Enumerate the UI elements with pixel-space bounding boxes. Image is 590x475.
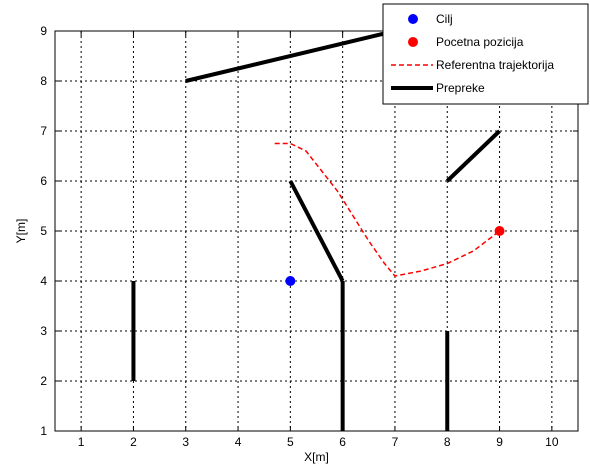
legend-marker-pocetna-pozicija bbox=[408, 37, 418, 47]
legend-marker-cilj bbox=[408, 14, 418, 24]
y-tick-label: 2 bbox=[40, 374, 47, 388]
legend-label-pocetna-pozicija: Pocetna pozicija bbox=[436, 35, 524, 49]
x-tick-label: 7 bbox=[392, 435, 399, 449]
y-tick-label: 9 bbox=[40, 24, 47, 38]
y-tick-label: 3 bbox=[40, 324, 47, 338]
axis-ticks: 1 2 3 4 5 6 7 8 9 10 1 2 3 4 5 6 7 8 9 bbox=[40, 24, 578, 449]
x-tick-label: 1 bbox=[78, 435, 85, 449]
x-tick-label: 10 bbox=[545, 435, 559, 449]
y-tick-label: 1 bbox=[40, 424, 47, 438]
y-axis-label: Y[m] bbox=[14, 219, 28, 244]
x-tick-label: 4 bbox=[235, 435, 242, 449]
reference-trajectory-line bbox=[274, 142, 501, 277]
x-tick-label: 2 bbox=[130, 435, 137, 449]
legend-label-prepreke: Prepreke bbox=[436, 81, 485, 95]
y-tick-label: 5 bbox=[40, 224, 47, 238]
x-axis-label: X[m] bbox=[304, 450, 329, 464]
series-group bbox=[131, 29, 505, 431]
obstacle-segment bbox=[288, 180, 345, 282]
x-tick-label: 9 bbox=[496, 435, 503, 449]
y-tick-label: 7 bbox=[40, 124, 47, 138]
legend-label-referentna-trajektorija: Referentna trajektorija bbox=[436, 58, 554, 72]
x-tick-label: 6 bbox=[339, 435, 346, 449]
legend: Cilj Pocetna pozicija Referentna trajekt… bbox=[382, 3, 589, 105]
legend-label-cilj: Cilj bbox=[436, 12, 453, 26]
y-tick-label: 6 bbox=[40, 174, 47, 188]
y-tick-label: 8 bbox=[40, 74, 47, 88]
start-marker bbox=[494, 226, 505, 236]
y-tick-label: 4 bbox=[40, 274, 47, 288]
x-tick-label: 5 bbox=[287, 435, 294, 449]
x-tick-label: 3 bbox=[182, 435, 189, 449]
obstacle-segment bbox=[445, 129, 501, 183]
obstacle-segment bbox=[185, 29, 396, 83]
goal-marker bbox=[285, 276, 296, 286]
x-tick-label: 8 bbox=[444, 435, 451, 449]
